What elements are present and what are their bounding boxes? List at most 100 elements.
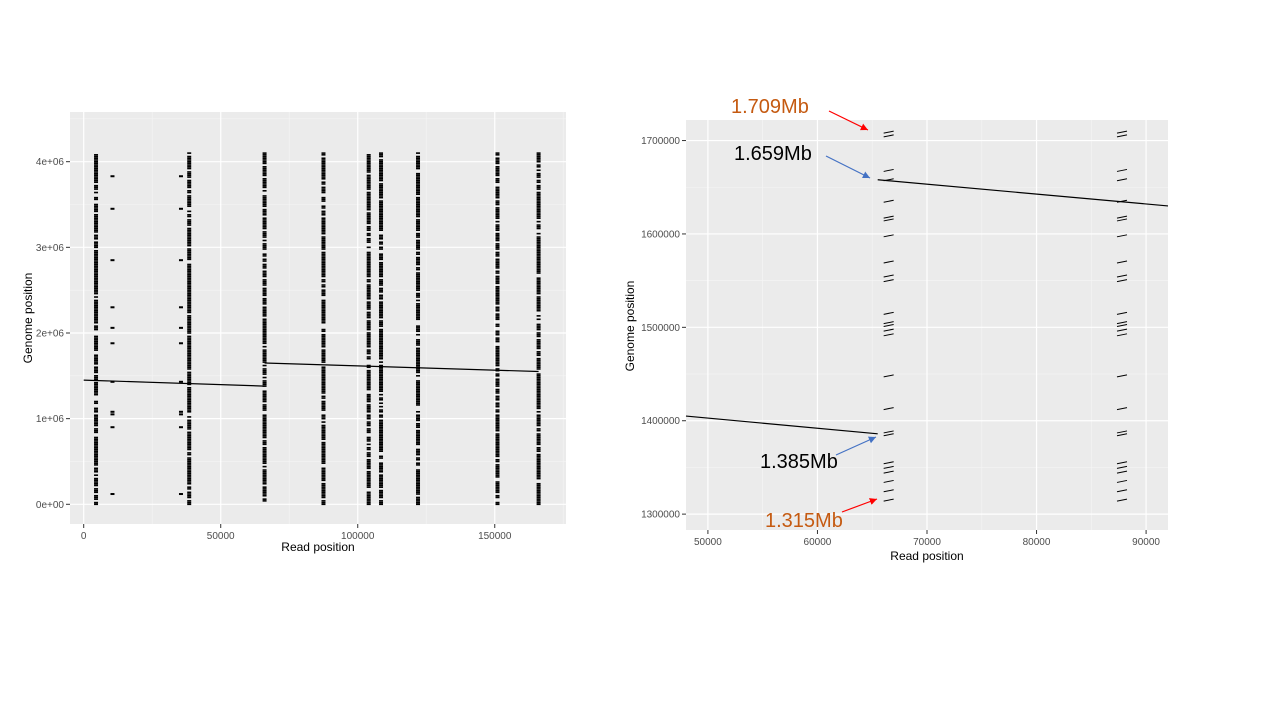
left-repeat-mark (187, 184, 192, 187)
left-repeat-mark (321, 467, 326, 470)
left-repeat-mark (94, 237, 99, 240)
left-repeat-mark (536, 327, 541, 329)
left-repeat-mark (495, 201, 500, 204)
left-repeat-mark (187, 481, 192, 483)
left-repeat-mark (262, 397, 267, 399)
left-repeat-mark (366, 201, 371, 204)
left-repeat-mark (379, 366, 384, 369)
left-repeat-mark (379, 455, 384, 458)
left-repeat-mark (536, 482, 541, 485)
left-repeat-mark (536, 402, 541, 405)
left-repeat-mark (262, 280, 267, 283)
left-repeat-mark (495, 426, 500, 429)
left-repeat-mark (379, 330, 384, 333)
left-repeat-mark (379, 351, 384, 353)
left-repeat-mark (416, 424, 421, 427)
left-repeat-mark (178, 413, 183, 416)
left-repeat-mark (495, 452, 500, 454)
left-repeat-mark (366, 225, 371, 228)
left-repeat-mark (366, 479, 371, 482)
right-repeat-mark (1116, 498, 1128, 502)
left-repeat-mark (416, 207, 421, 209)
left-repeat-mark (495, 484, 500, 487)
left-repeat-mark (416, 229, 421, 232)
left-repeat-mark (262, 178, 267, 180)
left-repeat-mark (321, 294, 326, 297)
left-repeat-mark (262, 217, 267, 220)
left-repeat-mark (321, 339, 326, 341)
left-repeat-mark (495, 436, 500, 439)
left-repeat-mark (94, 217, 99, 220)
left-repeat-mark (416, 470, 421, 473)
left-repeat-mark (187, 409, 192, 411)
left-repeat-mark (379, 167, 384, 170)
left-repeat-mark (262, 154, 267, 156)
left-repeat-mark (187, 210, 192, 213)
left-repeat-mark (321, 426, 326, 429)
left-repeat-mark (94, 488, 99, 490)
left-repeat-mark (321, 301, 326, 303)
left-repeat-mark (187, 171, 192, 173)
left-repeat-mark (495, 191, 500, 194)
left-repeat-mark (416, 453, 421, 456)
left-repeat-mark (94, 470, 99, 473)
left-repeat-mark (262, 421, 267, 423)
left-repeat-mark (536, 422, 541, 425)
left-repeat-mark (536, 496, 541, 499)
left-repeat-mark (536, 433, 541, 435)
right-x-ticks: 50000 60000 70000 80000 90000 (694, 530, 1160, 548)
left-repeat-mark (416, 429, 421, 432)
left-repeat-mark (379, 373, 384, 375)
left-repeat-mark (94, 421, 99, 423)
left-repeat-mark (416, 482, 421, 485)
left-repeat-mark (379, 477, 384, 480)
left-repeat-mark (536, 287, 541, 290)
left-repeat-mark (536, 400, 541, 403)
left-repeat-mark (416, 349, 421, 351)
left-repeat-mark (366, 339, 371, 341)
left-repeat-mark (495, 244, 500, 247)
left-repeat-mark (495, 217, 500, 220)
left-repeat-mark (379, 494, 384, 497)
left-repeat-mark (536, 172, 541, 175)
left-repeat-mark (495, 345, 500, 348)
left-repeat-mark (94, 321, 99, 324)
left-repeat-mark (416, 224, 421, 226)
left-repeat-mark (536, 157, 541, 160)
left-repeat-mark (187, 181, 192, 184)
left-repeat-mark (366, 184, 371, 187)
left-repeat-mark (94, 387, 99, 389)
left-x-tick-label: 150000 (478, 531, 512, 542)
left-repeat-mark (321, 191, 326, 194)
left-alignment-lines (83, 362, 539, 387)
left-repeat-mark (495, 470, 500, 473)
left-repeat-mark (495, 203, 500, 206)
left-repeat-mark (536, 392, 541, 394)
left-repeat-mark (262, 488, 267, 490)
left-repeat-mark (321, 493, 326, 495)
left-repeat-mark (321, 270, 326, 273)
left-repeat-mark (262, 157, 267, 160)
left-repeat-mark (321, 207, 326, 209)
left-repeat-mark (366, 273, 371, 276)
left-repeat-mark (321, 229, 326, 232)
left-repeat-mark (416, 188, 421, 190)
left-repeat-mark (366, 237, 371, 240)
left-repeat-mark (321, 344, 326, 346)
left-repeat-mark (366, 397, 371, 399)
left-repeat-mark (416, 284, 421, 286)
left-repeat-mark (321, 431, 326, 434)
left-repeat-mark (366, 503, 371, 506)
left-repeat-mark (321, 366, 326, 369)
left-repeat-mark (187, 296, 192, 298)
left-repeat-mark (495, 409, 500, 411)
left-repeat-mark (416, 393, 421, 396)
left-repeat-mark (262, 236, 267, 238)
left-repeat-mark (262, 486, 267, 488)
left-repeat-mark (536, 212, 541, 214)
right-repeat-mark (1116, 465, 1128, 469)
left-repeat-mark (94, 178, 99, 180)
left-repeat-mark (416, 246, 421, 249)
left-repeat-mark (321, 174, 326, 177)
